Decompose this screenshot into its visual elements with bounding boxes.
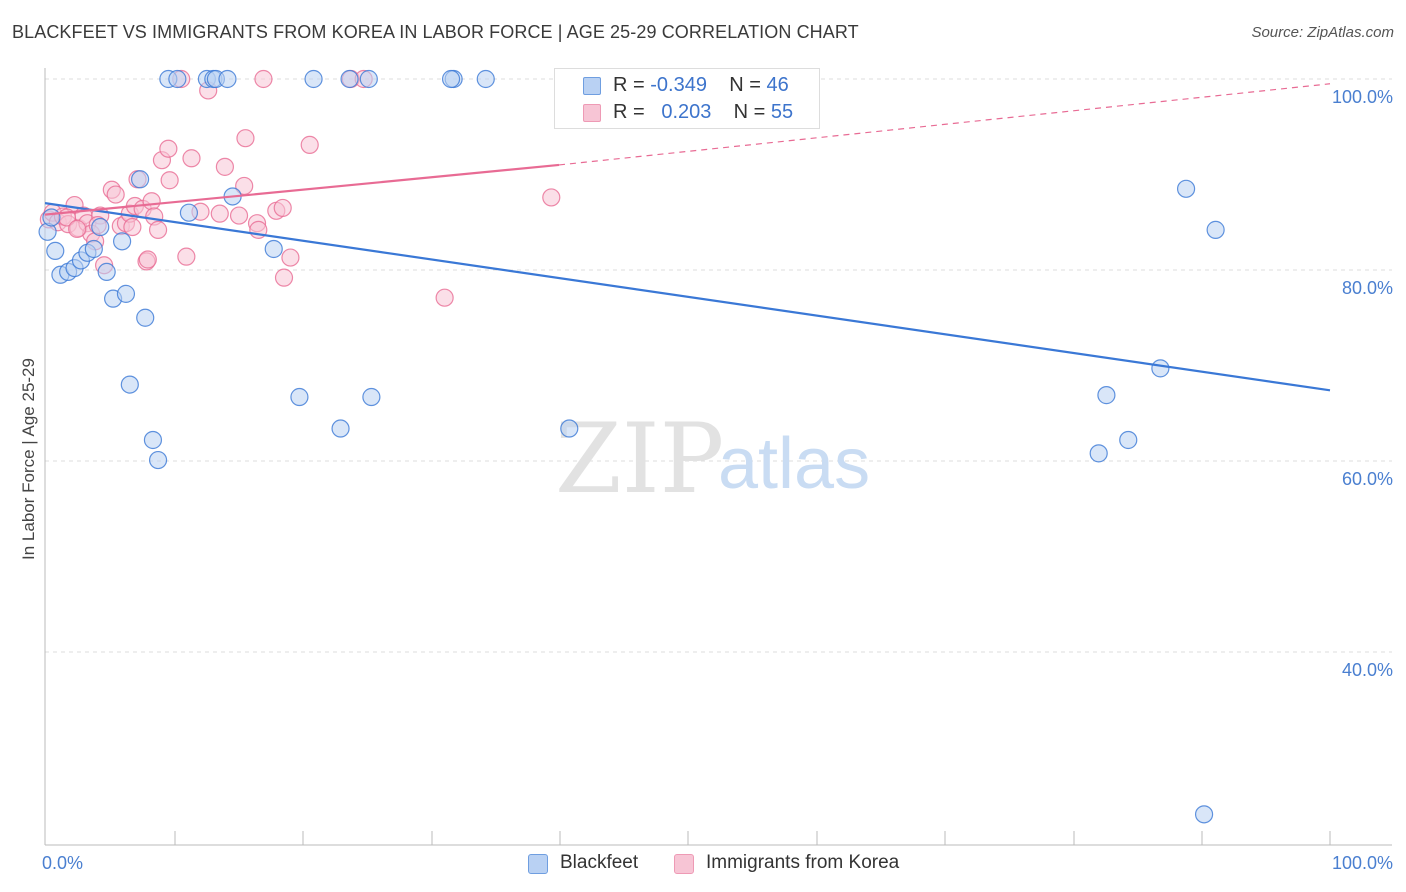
legend-r-label: R = [613,74,645,96]
korea-swatch [583,104,601,122]
korea-point [142,192,161,211]
blackfeet-point [1097,386,1116,405]
trend-lines [44,83,1331,392]
korea-point [254,69,273,89]
watermark-zip: ZIP [555,403,724,515]
y-axis-label: In Labor Force | Age 25-29 [19,358,38,560]
blackfeet-point [112,232,132,251]
legend-r-value: -0.349 [650,74,707,96]
legend-label: Blackfeet [560,852,639,873]
blackfeet-point [264,239,283,259]
blackfeet-point [1194,805,1214,824]
blackfeet-point [46,241,65,260]
legend-r-value: 0.203 [661,101,712,123]
korea-point [182,149,201,168]
blackfeet-point [476,69,495,89]
legend-n-label: N = [729,74,761,96]
y-tick-label: 100.0% [1332,87,1393,107]
blackfeet-point [1176,179,1196,198]
blackfeet-point [304,69,323,89]
korea-point [123,217,142,237]
correlation-legend: R = -0.349 N = 46 R = 0.203 N = 55 [554,68,820,129]
korea-point [210,204,229,223]
grid [45,78,1392,653]
korea-point [300,135,319,154]
y-tick-label: 80.0% [1342,278,1393,298]
blackfeet-point [1206,220,1225,239]
series-legend: Blackfeet Immigrants from Korea [0,852,1406,878]
korea-point [236,129,255,148]
blackfeet-point [148,450,168,470]
blackfeet-point [340,69,359,89]
watermark-atlas: atlas [718,424,870,504]
blackfeet-point [168,69,187,89]
korea-point [281,248,300,267]
blackfeet-point [136,308,155,327]
y-tick-label: 60.0% [1342,469,1393,489]
korea-point [138,250,157,269]
korea-point [273,198,292,218]
x-tick-label-max: 100.0% [1332,853,1393,873]
blackfeet-point [130,170,150,189]
blackfeet-point [42,208,61,227]
legend-label: Immigrants from Korea [706,852,900,873]
blackfeet-point [120,375,139,394]
blackfeet-point [143,430,163,450]
legend-n-value: 46 [766,74,789,96]
blackfeet-point [331,419,350,438]
blackfeet-point [1151,359,1170,378]
legend-n-label: N = [733,101,766,123]
korea-trend-line [44,163,560,216]
chart-title: BLACKFEET VS IMMIGRANTS FROM KOREA IN LA… [12,22,859,42]
source-label: Source: ZipAtlas.com [1251,24,1394,41]
blackfeet-point [560,419,579,438]
blackfeet-trend-line [44,202,1331,392]
y-tick-label: 40.0% [1342,660,1393,680]
korea-legend-swatch [674,854,694,874]
blackfeet-point [1089,444,1108,463]
korea-point [148,220,168,239]
korea-point [274,268,294,287]
tick-labels: 40.0% 60.0% 80.0% 100.0% 0.0% 100.0% [42,87,1393,873]
blackfeet-point [1119,430,1138,450]
blackfeet-point [290,387,309,407]
axes [44,68,1392,846]
korea-point [106,185,125,204]
korea-point [215,157,234,176]
korea-trend-extension [558,83,1331,166]
blackfeet-point [84,239,103,259]
korea-point [435,288,454,307]
blackfeet-swatch [583,77,601,95]
blackfeet-point [97,262,116,282]
blackfeet-point [179,203,199,222]
korea-point [68,219,87,239]
blackfeet-point [362,387,381,407]
korea-point [229,206,249,225]
blackfeet-point [359,69,378,89]
series-korea-points [39,69,561,307]
legend-r-label: R = [613,101,645,123]
blackfeet-point [441,69,461,89]
korea-point [159,139,178,158]
blackfeet-legend-swatch [528,854,548,874]
blackfeet-point [218,69,237,89]
korea-point [160,171,179,190]
korea-point [177,247,196,266]
watermark: ZIP atlas [555,403,870,515]
x-tick-label-min: 0.0% [42,853,83,873]
blackfeet-point [91,217,110,237]
korea-point [542,188,561,207]
blackfeet-point [116,284,136,303]
series-blackfeet-points [38,69,1225,824]
legend-n-value: 55 [770,101,794,123]
